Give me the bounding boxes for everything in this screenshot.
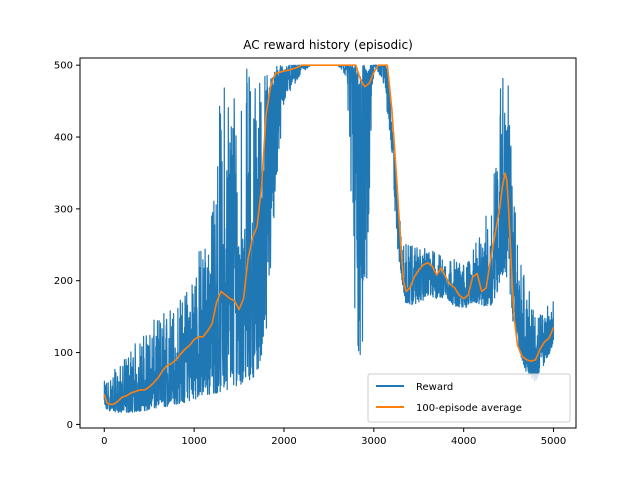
legend-box [367,373,571,423]
chart-title: AC reward history (episodic) [243,38,413,52]
plot-series [103,64,555,413]
legend-label-average: 100-episode average [416,403,522,414]
x-tick-label: 4000 [451,436,476,447]
axes-frame [79,57,577,429]
x-axis-ticks: 0 1000 2000 3000 4000 5000 [101,428,566,447]
x-tick-label: 1000 [181,436,206,447]
y-tick-label: 100 [54,348,73,359]
y-tick-label: 500 [54,61,73,72]
series-line-100-episode-average [103,64,555,406]
x-tick-label: 2000 [271,436,296,447]
y-tick-label: 300 [54,204,73,215]
y-tick-label: 400 [54,133,73,144]
legend-label-reward: Reward [416,382,453,393]
x-tick-label: 0 [101,436,107,447]
y-axis-ticks: 0 100 200 300 400 500 [54,61,80,431]
x-tick-label: 3000 [361,436,386,447]
y-tick-label: 0 [67,420,73,431]
x-tick-label: 5000 [541,436,566,447]
y-tick-label: 200 [54,276,73,287]
legend: Reward 100-episode average [367,373,571,423]
